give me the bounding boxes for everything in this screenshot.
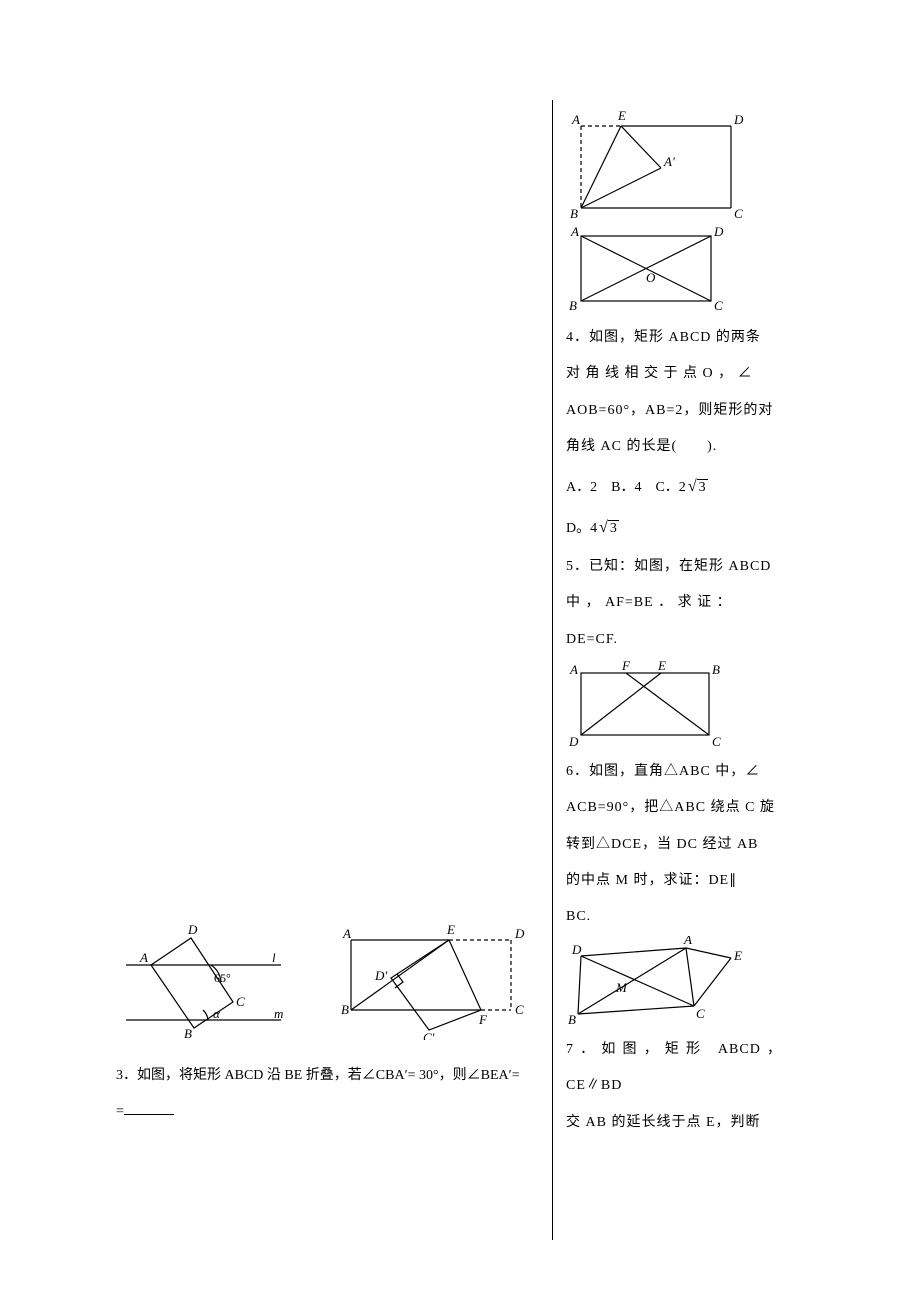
label-B: B <box>568 1012 576 1026</box>
label-M: M <box>615 980 628 995</box>
right-column: A E D B C A′ A D B <box>566 108 782 1141</box>
question-7: 7．如图，矩形 ABCD，CE∥BD 交 AB 的延长线于点 E，判断 <box>566 1032 782 1141</box>
q7-line1: 7．如图，矩形 ABCD，CE∥BD <box>566 1042 782 1093</box>
label-D: D <box>187 922 198 937</box>
figure-q5: A F E B D C <box>566 658 782 748</box>
figure-q6: D A E B C M <box>566 936 782 1026</box>
q4-optC-sqrt: 3 <box>686 466 708 508</box>
q4-optD-sqrt: 3 <box>597 507 619 549</box>
q6-line4: 的中点 M 时，求证：DE∥ <box>566 873 737 888</box>
label-E: E <box>657 658 666 673</box>
q5-line2: 中 ， AF=BE ． 求 证 ： <box>566 595 732 610</box>
label-Dprime: D′ <box>374 968 387 983</box>
question-5: 5．已知：如图，在矩形 ABCD 中 ， AF=BE ． 求 证 ： DE=CF… <box>566 549 782 658</box>
q3-blank <box>124 1100 174 1115</box>
label-A: A <box>342 926 351 941</box>
q4-line1: 4．如图，矩形 ABCD 的两条 <box>566 330 761 345</box>
question-6: 6．如图，直角△ABC 中，∠ ACB=90°，把△ABC 绕点 C 旋 转到△… <box>566 754 782 936</box>
label-F: F <box>478 1012 488 1027</box>
question-3: 3．如图，将矩形 ABCD 沿 BE 折叠，若∠CBA′= 30°，则∠BEA′… <box>116 1058 536 1131</box>
label-D: D <box>568 734 579 748</box>
label-C: C <box>712 734 721 748</box>
label-E: E <box>733 948 742 963</box>
label-D: D <box>571 942 582 957</box>
q6-line1: 6．如图，直角△ABC 中，∠ <box>566 764 760 779</box>
label-B: B <box>569 298 577 313</box>
page: A D C B l m 65° α <box>0 0 920 1302</box>
label-B: B <box>712 662 720 677</box>
label-E: E <box>446 922 455 937</box>
label-l: l <box>272 950 276 965</box>
question-4: 4．如图，矩形 ABCD 的两条 对 角 线 相 交 于 点 O ， ∠ AOB… <box>566 320 782 466</box>
label-m: m <box>274 1006 283 1021</box>
figure-top-right-1: A E D B C A′ <box>566 108 782 218</box>
label-alpha: α <box>213 1006 221 1021</box>
label-A: A <box>683 936 692 947</box>
q4-optC-prefix: C．2 <box>655 480 685 495</box>
label-Aprime: A′ <box>663 154 675 169</box>
figure-q4: A D B C O <box>566 224 782 314</box>
figure-q3: A E D B C F D′ C′ <box>331 920 531 1040</box>
q6-line3: 转到△DCE，当 DC 经过 AB <box>566 837 758 852</box>
q4-line3: AOB=60°，AB=2，则矩形的对 <box>566 403 773 418</box>
q5-line1: 5．已知：如图，在矩形 ABCD <box>566 559 771 574</box>
figure-q2: A D C B l m 65° α <box>116 920 291 1040</box>
left-column: A D C B l m 65° α <box>116 920 536 1131</box>
label-C: C <box>236 994 245 1009</box>
q4-options: A．2 B．4 C．2 3 D。4 3 <box>566 466 782 549</box>
label-C: C <box>734 206 743 218</box>
label-D: D <box>713 224 724 239</box>
q4-optA: A．2 <box>566 480 597 495</box>
q5-line3: DE=CF. <box>566 632 618 647</box>
label-A: A <box>571 112 580 127</box>
label-C: C <box>696 1006 705 1021</box>
q6-line2: ACB=90°，把△ABC 绕点 C 旋 <box>566 800 775 815</box>
figure-row-q2-q3: A D C B l m 65° α <box>116 920 536 1040</box>
label-C: C <box>714 298 723 313</box>
label-B: B <box>184 1026 192 1040</box>
q4-optB: B．4 <box>611 480 641 495</box>
label-E: E <box>617 108 626 123</box>
label-C: C <box>515 1002 524 1017</box>
q4-line4: 角线 AC 的长是( ). <box>566 439 717 454</box>
q6-line5: BC. <box>566 909 591 924</box>
q4-line2: 对 角 线 相 交 于 点 O ， ∠ <box>566 366 753 381</box>
label-D: D <box>733 112 744 127</box>
q4-optD-rad: 3 <box>608 520 619 536</box>
label-D: D <box>514 926 525 941</box>
q7-line2: 交 AB 的延长线于点 E，判断 <box>566 1115 761 1130</box>
column-divider <box>552 100 553 1240</box>
label-B: B <box>341 1002 349 1017</box>
q3-text: 3．如图，将矩形 ABCD 沿 BE 折叠，若∠CBA′= 30°，则∠BEA′… <box>116 1068 520 1083</box>
label-65deg: 65° <box>214 971 231 985</box>
label-Cprime: C′ <box>423 1030 435 1040</box>
label-A: A <box>570 224 579 239</box>
label-B: B <box>570 206 578 218</box>
label-O: O <box>646 270 656 285</box>
q4-optD-prefix: D。4 <box>566 521 597 536</box>
label-F: F <box>621 658 631 673</box>
label-A: A <box>139 950 148 965</box>
label-A: A <box>569 662 578 677</box>
q4-optC-rad: 3 <box>697 479 708 495</box>
